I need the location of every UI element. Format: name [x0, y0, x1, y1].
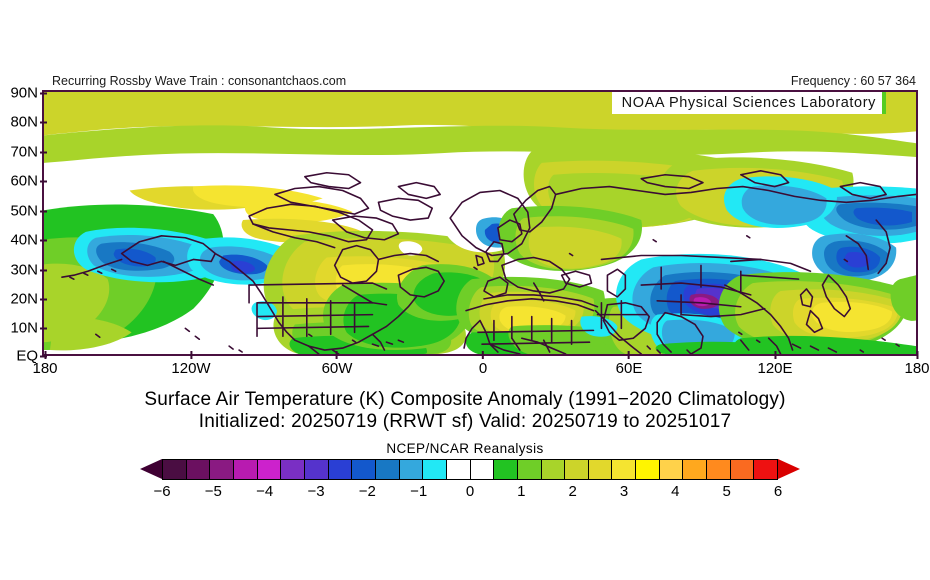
- tick-mark: [44, 351, 46, 359]
- tick-mark: [40, 239, 47, 241]
- y-tick-10N: 10N: [10, 320, 47, 337]
- colorbar-swatch: [303, 459, 328, 480]
- y-tick-50N: 50N: [10, 203, 47, 220]
- colorbar[interactable]: [140, 459, 800, 480]
- colorbar-swatch: [209, 459, 233, 480]
- tick-mark: [916, 351, 918, 359]
- x-tick-0: 0: [479, 351, 487, 377]
- colorbar-tick: −4: [256, 483, 274, 500]
- chart-subtitle: Initialized: 20250719 (RRWT sf) Valid: 2…: [198, 411, 732, 432]
- x-tick-120E: 120E: [757, 351, 793, 377]
- colorbar-swatch: [232, 459, 257, 480]
- colorbar-swatches: [162, 459, 779, 480]
- colorbar-tick: −5: [204, 483, 222, 500]
- tick-mark: [627, 351, 630, 359]
- colorbar-tick: −1: [410, 483, 428, 500]
- colorbar-swatch: [635, 459, 659, 480]
- x-tick-60W: 60W: [322, 351, 352, 377]
- map-svg: [44, 92, 916, 354]
- colorbar-swatch: [374, 459, 399, 480]
- colorbar-swatch: [256, 459, 281, 480]
- y-tick-20N: 20N: [10, 291, 47, 308]
- y-tick-80N: 80N: [10, 114, 47, 131]
- colorbar-tick: 0: [465, 483, 475, 500]
- colorbar-tick: 1: [517, 483, 526, 500]
- noaa-agency-label: NOAA Physical Sciences Laboratory: [611, 92, 886, 114]
- colorbar-swatch: [516, 459, 541, 480]
- tick-mark: [40, 92, 47, 94]
- colorbar-tick: −2: [358, 483, 376, 500]
- colorbar-swatch: [682, 459, 707, 480]
- tick-mark: [40, 269, 47, 271]
- chart-title: Surface Air Temperature (K) Composite An…: [144, 389, 786, 410]
- colorbar-tick: 3: [619, 483, 629, 500]
- colorbar-swatch: [611, 459, 636, 480]
- colorbar-over-arrow: [778, 459, 800, 479]
- colorbar-swatch: [398, 459, 423, 480]
- colorbar-tick: 6: [773, 483, 783, 500]
- tick-mark: [40, 151, 47, 153]
- colorbar-tick: 2: [568, 483, 577, 500]
- colorbar-swatch: [327, 459, 352, 480]
- colorbar-swatch: [351, 459, 375, 480]
- colorbar-swatch: [753, 459, 779, 480]
- colorbar-swatch: [162, 459, 186, 480]
- x-tick-60E: 60E: [616, 351, 642, 377]
- colorbar-tick: 4: [671, 483, 680, 500]
- tick-mark: [190, 351, 192, 359]
- tick-mark: [40, 298, 47, 300]
- x-tick-120W: 120W: [171, 351, 211, 377]
- colorbar-swatch: [706, 459, 730, 480]
- colorbar-tick: −6: [153, 483, 171, 500]
- colorbar-swatch: [587, 459, 612, 480]
- colorbar-swatch: [445, 459, 470, 480]
- colorbar-tick: −3: [307, 483, 325, 500]
- header-right-label: Frequency : 60 57 364: [790, 74, 916, 88]
- colorbar-swatch: [658, 459, 683, 480]
- tick-mark: [40, 355, 47, 357]
- map-canvas: [42, 90, 918, 356]
- colorbar-swatch: [280, 459, 304, 480]
- y-tick-30N: 30N: [10, 262, 47, 279]
- header-left-label: Recurring Rossby Wave Train : consonantc…: [52, 74, 347, 88]
- colorbar-under-arrow: [140, 459, 162, 479]
- colorbar-swatch: [422, 459, 446, 480]
- tick-mark: [40, 327, 47, 329]
- x-tick-180W: 180: [32, 351, 58, 377]
- tick-mark: [773, 351, 776, 359]
- tick-mark: [482, 351, 484, 359]
- colorbar-swatch: [729, 459, 754, 480]
- y-tick-90N: 90N: [10, 85, 47, 102]
- colorbar-swatch: [493, 459, 517, 480]
- tick-mark: [336, 351, 338, 359]
- y-tick-60N: 60N: [10, 173, 47, 190]
- colorbar-swatch: [564, 459, 588, 480]
- y-tick-70N: 70N: [10, 144, 47, 161]
- y-tick-EQ: EQ: [16, 348, 47, 365]
- y-tick-40N: 40N: [10, 232, 47, 249]
- colorbar-swatch: [185, 459, 210, 480]
- tick-mark: [40, 210, 47, 212]
- tick-mark: [40, 121, 47, 123]
- chart-source: NCEP/NCAR Reanalysis: [386, 441, 544, 456]
- x-tick-180E: 180: [904, 351, 930, 377]
- colorbar-swatch: [469, 459, 494, 480]
- tick-mark: [40, 180, 47, 182]
- colorbar-tick: 5: [722, 483, 731, 500]
- colorbar-swatch: [540, 459, 565, 480]
